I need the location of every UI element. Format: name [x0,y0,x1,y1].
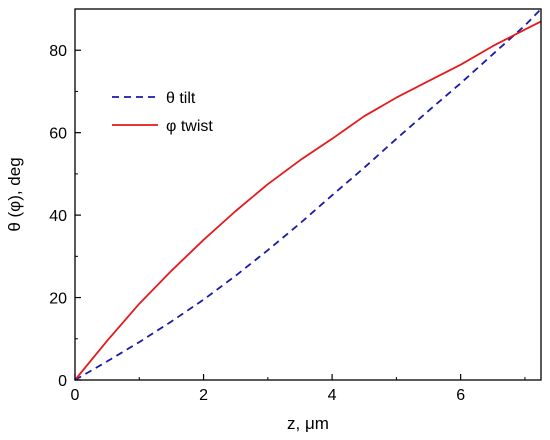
y-tick-label-1: 20 [49,291,67,308]
y-tick-label-2: 40 [49,208,67,225]
legend-label-0: θ tilt [166,90,196,107]
x-tick-label-0: 0 [71,387,80,404]
x-tick-label-2: 4 [328,387,337,404]
series-line-0 [74,8,542,381]
y-tick-label-3: 60 [49,126,67,143]
x-axis-title: z, μm [287,414,329,433]
x-tick-label-1: 2 [199,387,208,404]
series-line-1 [74,20,542,381]
plot-lines [74,8,542,381]
legend: θ tilt φ twist [112,90,213,135]
plot-frame [74,8,542,381]
legend-label-1: φ twist [166,118,213,135]
y-axis-title: θ (φ), deg [5,157,24,231]
y-tick-label-0: 0 [58,373,67,390]
x-tick-label-3: 6 [456,387,465,404]
y-tick-label-4: 80 [49,43,67,60]
